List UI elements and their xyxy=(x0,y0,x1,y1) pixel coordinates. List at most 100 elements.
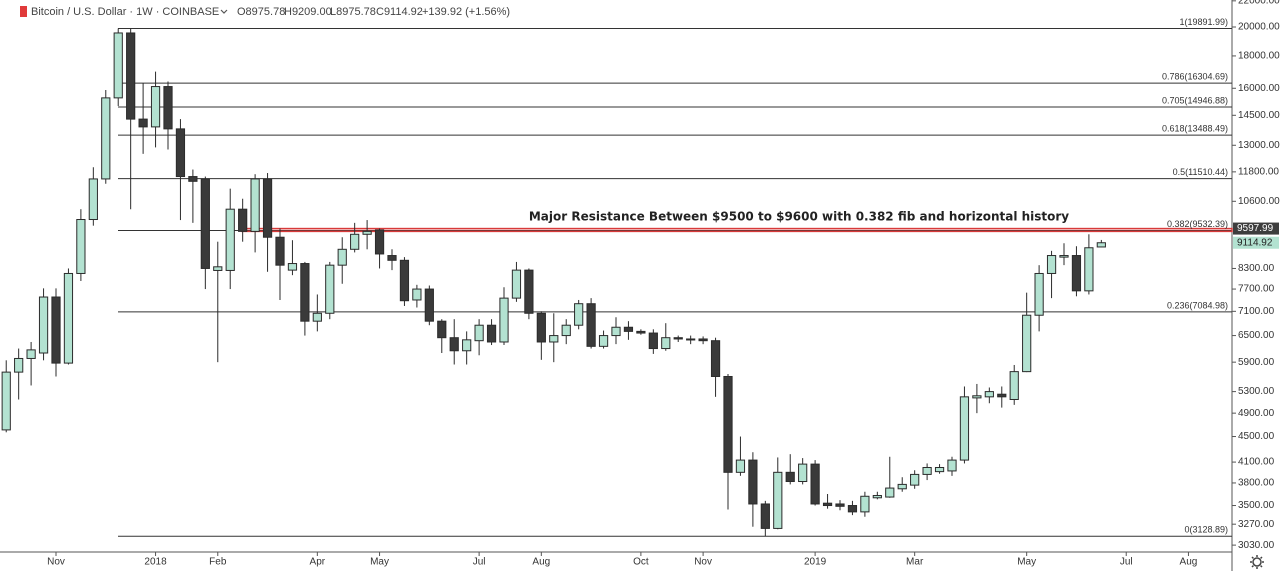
candle-body xyxy=(860,495,870,513)
candle-body xyxy=(549,335,559,343)
fib-label: 1(19891.99) xyxy=(1179,17,1228,27)
candle-body xyxy=(424,288,434,322)
resistance-price-label-box xyxy=(1233,222,1279,235)
candle-body xyxy=(300,263,310,322)
x-tick-label: Jul xyxy=(473,557,486,568)
candle-body xyxy=(872,495,882,499)
x-tick-label: Oct xyxy=(633,557,649,568)
y-tick-label: 7100.00 xyxy=(1238,306,1275,317)
candle-body xyxy=(76,219,86,274)
candle-body xyxy=(1009,371,1019,400)
candle-body xyxy=(947,459,957,472)
ohlc-high: H9209.00 xyxy=(284,6,332,18)
candle-body xyxy=(175,128,186,178)
candle-body xyxy=(150,86,161,128)
y-tick-label: 10600.00 xyxy=(1238,196,1280,207)
y-tick-label: 20000.00 xyxy=(1238,22,1280,33)
x-tick-label: 2018 xyxy=(144,557,167,568)
candle-body xyxy=(1059,255,1069,258)
candle-body xyxy=(574,303,584,326)
x-tick-label: Feb xyxy=(209,557,227,568)
resistance-price-label: 9597.99 xyxy=(1237,223,1274,234)
candle-body xyxy=(723,375,733,473)
ohlc-change: +139.92 (+1.56%) xyxy=(422,6,510,18)
x-tick-label: 2019 xyxy=(804,557,827,568)
y-tick-label: 22000.00 xyxy=(1238,0,1280,6)
y-tick-label: 5300.00 xyxy=(1238,386,1275,397)
candle-body xyxy=(798,463,808,483)
y-tick-label: 8300.00 xyxy=(1238,263,1275,274)
y-tick-label: 4500.00 xyxy=(1238,431,1275,442)
x-tick-label: Aug xyxy=(532,557,550,568)
candle-body xyxy=(14,357,24,373)
x-tick-label: May xyxy=(370,557,389,568)
y-tick-label: 3270.00 xyxy=(1238,519,1275,530)
candle-body xyxy=(262,178,273,238)
chevron[interactable] xyxy=(220,9,228,14)
candle-body xyxy=(972,395,982,399)
candle-body xyxy=(126,32,136,120)
x-tick-label: Aug xyxy=(1180,557,1198,568)
fib-label: 0.5(11510.44) xyxy=(1173,167,1228,177)
y-tick-label: 13000.00 xyxy=(1238,140,1280,151)
candle-body xyxy=(648,332,658,350)
y-tick-label: 3030.00 xyxy=(1238,540,1275,551)
candle-body xyxy=(611,326,621,337)
candle-body xyxy=(312,312,322,322)
candle-body xyxy=(412,288,422,301)
settings-icon[interactable] xyxy=(1250,555,1264,569)
candle-body xyxy=(26,349,36,359)
candle-body xyxy=(486,324,497,343)
last-price-label-box xyxy=(1233,236,1279,249)
last-price-label: 9114.92 xyxy=(1237,237,1273,248)
candle-body xyxy=(959,396,970,461)
candle-body xyxy=(88,178,98,221)
candle-body xyxy=(238,208,248,232)
candle-body xyxy=(1071,255,1082,292)
candle-body xyxy=(287,263,298,271)
x-tick-label: Mar xyxy=(906,557,924,568)
y-tick-label: 5900.00 xyxy=(1238,357,1275,368)
candle-body xyxy=(362,230,372,235)
candle-body xyxy=(686,338,696,341)
candle-body xyxy=(51,296,61,364)
candle-body xyxy=(387,255,397,261)
y-tick-label: 4900.00 xyxy=(1238,408,1275,419)
fib-label: 0.618(13488.49) xyxy=(1162,124,1228,134)
candle-body xyxy=(113,32,123,99)
candle-body xyxy=(735,459,746,473)
candle-body xyxy=(760,503,770,529)
candle-body xyxy=(138,118,148,128)
candle-body xyxy=(350,233,360,250)
candle-body xyxy=(1046,255,1057,274)
ohlc-low: L8975.78 xyxy=(330,6,376,18)
candle-body xyxy=(910,473,920,486)
symbol-icon xyxy=(20,6,27,17)
candle-body xyxy=(474,324,484,342)
candle-body xyxy=(63,272,74,364)
candle-body xyxy=(511,269,522,299)
candle-body xyxy=(399,259,410,302)
candle-body xyxy=(163,86,173,130)
candle-body xyxy=(922,466,932,475)
candle-body xyxy=(462,339,472,352)
candle-body xyxy=(101,97,111,180)
candle-body xyxy=(586,303,596,347)
candle-body xyxy=(200,178,210,269)
x-tick-label: Apr xyxy=(310,557,326,568)
plot-area xyxy=(1,27,1233,537)
candle-body xyxy=(337,248,347,266)
ohlc-close: C9114.92 xyxy=(376,6,423,18)
candle-body xyxy=(673,337,683,340)
candle-body xyxy=(934,466,945,473)
candle-body xyxy=(561,324,571,337)
candle-body xyxy=(822,502,833,507)
ohlc-open: O8975.78 xyxy=(237,6,285,18)
candle-body xyxy=(984,391,994,398)
candle-body xyxy=(847,505,858,513)
y-tick-label: 18000.00 xyxy=(1238,51,1280,62)
annotation: Major Resistance Between $9500 to $9600 … xyxy=(529,210,1069,224)
candle-body xyxy=(997,393,1007,398)
candle-body xyxy=(885,487,895,498)
y-tick-label: 6500.00 xyxy=(1238,330,1275,341)
